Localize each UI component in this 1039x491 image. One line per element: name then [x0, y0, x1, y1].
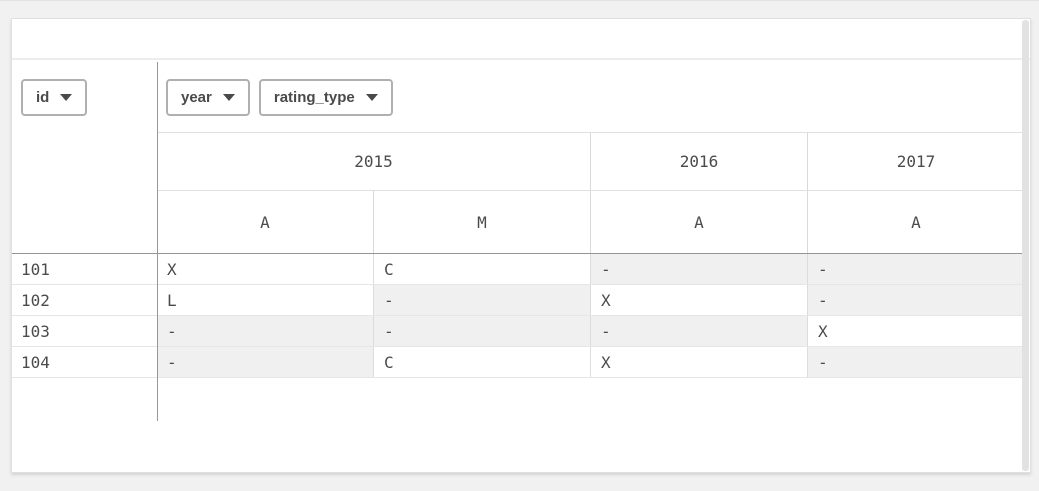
row-id-cell[interactable]: 104 — [12, 347, 157, 377]
data-cell[interactable]: - — [808, 254, 1025, 284]
data-cell[interactable]: - — [157, 347, 374, 377]
row-dimension-cell: id — [12, 62, 157, 132]
column-dimension-dropdown-year[interactable]: year — [166, 78, 250, 116]
data-cell[interactable]: X — [157, 254, 374, 284]
data-cell[interactable]: X — [591, 285, 808, 315]
year-header-2015[interactable]: 2015 — [157, 133, 591, 190]
chevron-down-icon — [60, 93, 73, 101]
rating-type-header-row: A M A A — [12, 190, 1025, 253]
table-row: 102 L - X - — [12, 285, 1025, 316]
pivot-table-panel: id year rating_type 2015 2016 201 — [11, 18, 1031, 473]
header-stub — [12, 190, 157, 253]
pivot-header-toolbar: id year rating_type — [12, 62, 1025, 421]
data-cell[interactable]: L — [157, 285, 374, 315]
type-header[interactable]: A — [157, 191, 374, 253]
column-dimensions-cell: year rating_type — [157, 62, 1025, 132]
data-cell[interactable]: C — [374, 347, 591, 377]
pivot-table: id year rating_type 2015 2016 201 — [12, 62, 1025, 421]
year-header-row: 2015 2016 2017 — [12, 132, 1025, 190]
type-header[interactable]: A — [591, 191, 808, 253]
chevron-down-icon — [222, 93, 235, 101]
table-row: 104 - C X - — [12, 347, 1025, 378]
chevron-down-icon — [365, 93, 378, 101]
header-body-divider — [12, 253, 1025, 254]
data-cell[interactable]: - — [374, 285, 591, 315]
data-cell[interactable]: - — [808, 285, 1025, 315]
data-cell[interactable]: - — [591, 254, 808, 284]
data-cell[interactable]: - — [591, 316, 808, 346]
dropdown-label: year — [181, 88, 212, 106]
row-id-cell[interactable]: 101 — [12, 254, 157, 284]
data-cell[interactable]: - — [157, 316, 374, 346]
year-header-2016[interactable]: 2016 — [591, 133, 808, 190]
vertical-scrollbar[interactable] — [1022, 20, 1029, 471]
table-row: 103 - - - X — [12, 316, 1025, 347]
data-cell[interactable]: X — [808, 316, 1025, 346]
data-cell[interactable]: X — [591, 347, 808, 377]
type-header[interactable]: M — [374, 191, 591, 253]
row-id-cell[interactable]: 103 — [12, 316, 157, 346]
dropdown-label: id — [36, 88, 50, 106]
column-dimension-dropdown-rating-type[interactable]: rating_type — [258, 78, 393, 116]
table-row: 101 X C - - — [12, 254, 1025, 285]
object-title-bar — [12, 19, 1030, 60]
data-cell[interactable]: C — [374, 254, 591, 284]
row-column-divider — [157, 62, 158, 421]
data-cell[interactable]: - — [808, 347, 1025, 377]
type-header[interactable]: A — [808, 191, 1025, 253]
data-cell[interactable]: - — [374, 316, 591, 346]
row-dimension-dropdown-id[interactable]: id — [21, 78, 88, 116]
year-header-2017[interactable]: 2017 — [808, 133, 1025, 190]
row-id-cell[interactable]: 102 — [12, 285, 157, 315]
header-stub — [12, 132, 157, 190]
dropdown-label: rating_type — [273, 88, 355, 106]
